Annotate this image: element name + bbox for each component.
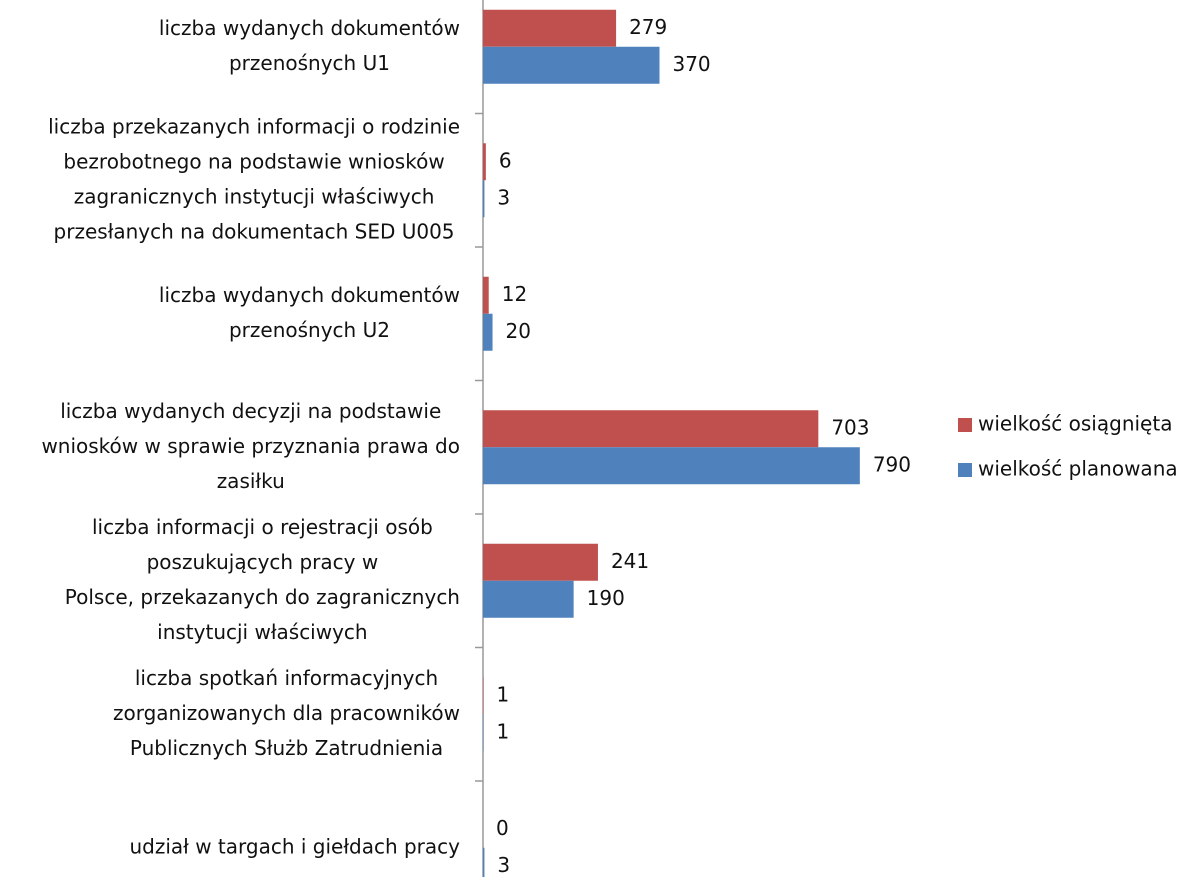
value-label: 279 [629,15,667,39]
value-label: 3 [497,853,510,877]
bar [483,276,489,314]
legend-swatch [958,418,972,432]
category-label: wniosków w sprawie przyznania prawa do [41,434,460,458]
category-label: instytucji właściwych [157,620,367,644]
bar [483,180,485,218]
value-label: 1 [496,719,509,743]
value-label: 703 [831,415,869,439]
category-label: liczba wydanych dokumentów [159,16,460,40]
bar [483,143,486,181]
value-label: 1 [496,682,509,706]
category-label: liczba spotkań informacyjnych [135,666,438,690]
value-label: 190 [587,586,625,610]
value-label: 241 [611,549,649,573]
bar [483,46,660,84]
category-label: Polsce, przekazanych do zagranicznych [65,585,460,609]
value-label: 3 [497,185,510,209]
category-label: zagranicznych instytucji właściwych [74,184,435,208]
value-label: 12 [502,282,527,306]
category-label: liczba wydanych decyzji na podstawie [60,399,441,423]
category-label: zorganizowanych dla pracowników [113,701,460,725]
value-label: 790 [873,452,911,476]
bar [483,580,574,618]
value-label: 0 [496,816,509,840]
category-label: przenośnych U2 [229,318,390,342]
category-label: poszukujących pracy w [147,550,379,574]
value-label: 6 [499,148,512,172]
value-label: 20 [506,319,531,343]
legend-label: wielkość osiągnięta [978,412,1172,436]
category-label: bezrobotnego na podstawie wniosków [63,149,444,173]
bar [483,847,485,877]
category-label: przesłanych na dokumentach SED U005 [54,219,455,243]
bar [483,543,598,581]
legend-label: wielkość planowana [978,457,1178,481]
category-label: liczba informacji o rejestracji osób [92,515,433,539]
category-label: udział w targach i giełdach pracy [129,834,460,858]
category-label: zasiłku [217,469,285,493]
category-label: liczba wydanych dokumentów [159,283,460,307]
bar [483,410,819,448]
category-label: liczba przekazanych informacji o rodzini… [48,114,460,138]
bar [483,313,493,351]
category-label: przenośnych U1 [229,51,390,75]
value-label: 370 [672,52,710,76]
bar [483,447,860,485]
category-label: Publicznych Służb Zatrudnienia [130,736,443,760]
legend-swatch [958,463,972,477]
bar [483,9,617,47]
